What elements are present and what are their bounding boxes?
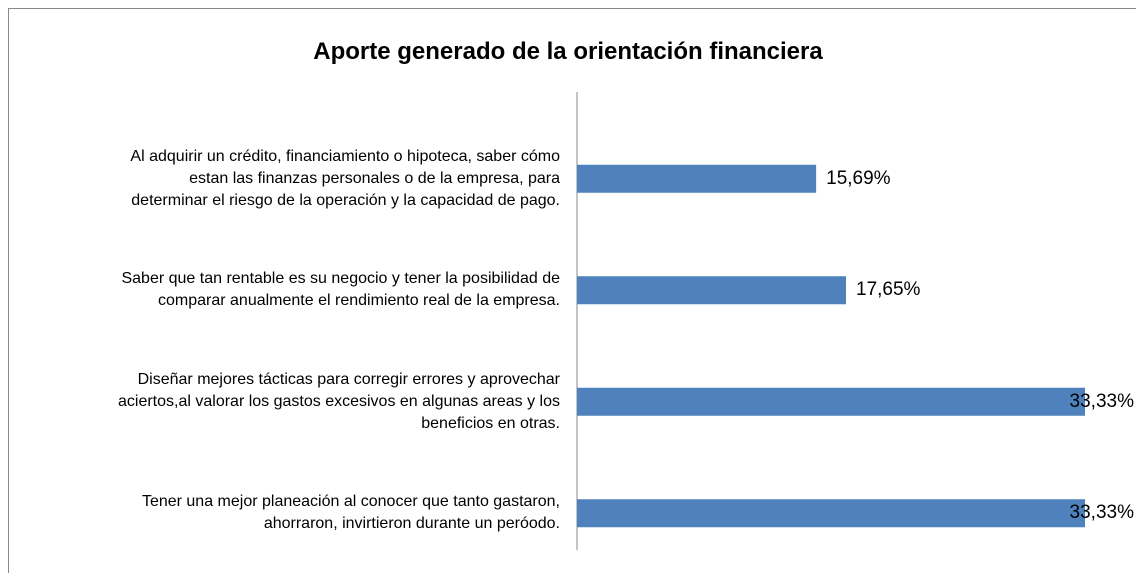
bar xyxy=(577,164,817,193)
value-label: 33,33% xyxy=(1069,390,1134,412)
category-label: Tener una mejor planeación al conocer qu… xyxy=(141,493,560,533)
value-label: 15,69% xyxy=(826,167,891,189)
bar xyxy=(577,499,1085,528)
bar xyxy=(577,387,1085,416)
chart-title: Aporte generado de la orientación financ… xyxy=(313,38,823,65)
category-label: Diseñar mejores tácticas para corregir e… xyxy=(118,370,560,432)
bar xyxy=(577,276,847,305)
category-label: Saber que tan rentable es su negocio y t… xyxy=(121,270,560,310)
frame xyxy=(8,8,1136,573)
category-label: Al adquirir un crédito, financiamiento o… xyxy=(130,147,560,209)
value-label: 33,33% xyxy=(1069,502,1134,524)
value-label: 17,65% xyxy=(856,279,921,301)
